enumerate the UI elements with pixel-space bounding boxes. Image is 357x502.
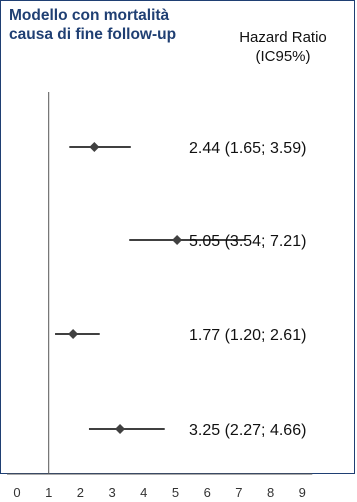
hr-point-marker [68,329,79,339]
chart-title: Modello con mortalità causa di fine foll… [9,6,224,44]
x-tick-label: 8 [267,485,274,500]
hr-point-marker [115,424,126,434]
hr-point-marker [172,235,183,245]
x-tick-label: 1 [45,485,52,500]
chart-title-line2: causa di fine follow-up [9,26,177,43]
hr-value-label: 1.77 (1.20; 2.61) [189,327,306,344]
x-tick-label: 2 [77,485,84,500]
hazard-ratio-header: Hazard Ratio (IC95%) [216,28,350,66]
hazard-ratio-header-line1: Hazard Ratio [239,29,327,46]
hr-value-label: 5.05 (3.54; 7.21) [189,233,306,250]
x-tick-label: 9 [299,485,306,500]
x-tick-label: 4 [140,485,147,500]
x-tick-label: 5 [172,485,179,500]
chart-title-line1: Modello con mortalità [9,7,170,24]
hr-value-label: 2.44 (1.65; 3.59) [189,140,306,157]
x-tick-label: 6 [204,485,211,500]
hr-point-marker [89,142,100,152]
x-tick-label: 7 [235,485,242,500]
hr-value-label: 3.25 (2.27; 4.66) [189,422,306,439]
x-tick-label: 0 [13,485,20,500]
x-tick-label: 3 [108,485,115,500]
hazard-ratio-header-line2: (IC95%) [255,48,311,65]
